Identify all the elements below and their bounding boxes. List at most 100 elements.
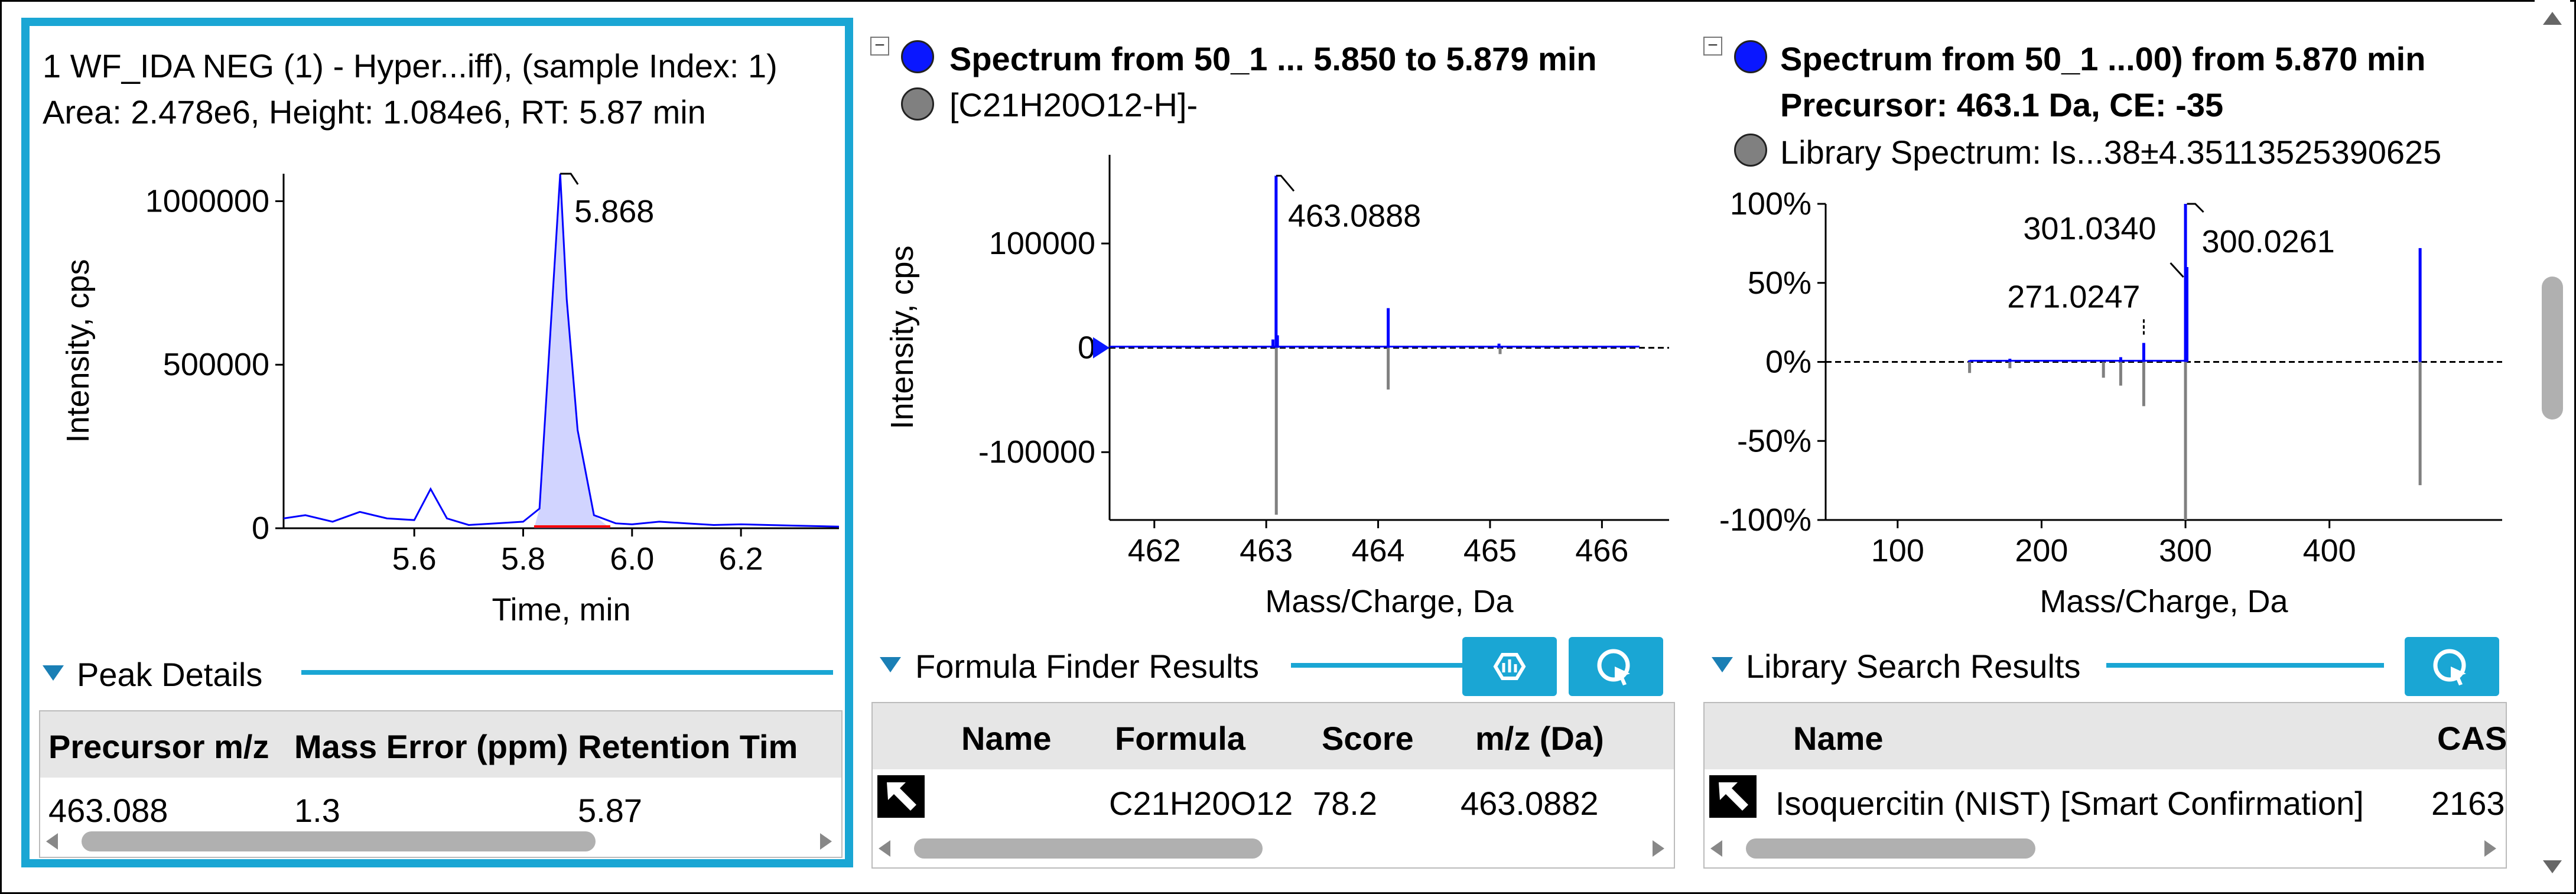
xic-title: 1 WF_IDA NEG (1) - Hyper...iff), (sample… <box>43 47 778 84</box>
formula-options-button[interactable] <box>1462 637 1557 696</box>
collapse-triangle-icon[interactable] <box>43 665 64 681</box>
scroll-right-icon[interactable] <box>2484 840 2496 857</box>
peak-label: 5.868 <box>574 194 654 229</box>
peak-area <box>534 174 610 528</box>
column-header[interactable]: Name <box>961 720 1052 757</box>
series-gray-dot-icon[interactable] <box>1734 134 1767 167</box>
table-header <box>1705 703 2506 769</box>
y-tick-label: 500000 <box>163 347 269 382</box>
y-axis-label: Intensity, cps <box>884 245 920 429</box>
section-divider <box>1291 663 1474 668</box>
y-axis-label: Intensity, cps <box>60 259 96 443</box>
x-axis-label: Time, min <box>492 592 630 628</box>
column-header[interactable]: Precursor m/z <box>48 728 269 765</box>
collapse-icon[interactable]: − <box>1703 37 1722 56</box>
section-divider <box>2106 663 2384 668</box>
series-blue-dot-icon[interactable] <box>1734 40 1767 73</box>
y-tick-label: 0 <box>1078 330 1095 366</box>
series-gray-dot-icon[interactable] <box>901 87 934 121</box>
table-cell[interactable]: 5.87 <box>578 792 642 829</box>
formula-search-button[interactable] <box>1569 637 1663 696</box>
peak-label: 300.0261 <box>2202 224 2335 259</box>
section-title-library-search: Library Search Results <box>1746 648 2081 685</box>
column-header[interactable]: Retention Tim <box>578 728 798 765</box>
xic-chart[interactable]: 5.6 5.8 6.0 6.2 0 500000 1000000 Time, min Inten… <box>30 26 845 676</box>
peak-label-leader <box>2187 203 2204 213</box>
vertical-scrollbar[interactable] <box>2535 0 2570 890</box>
column-header[interactable]: Formula <box>1115 720 1245 757</box>
scrollbar-thumb[interactable] <box>82 831 596 851</box>
y-tick-label: -50% <box>1737 423 1811 459</box>
precursor-info: Precursor: 463.1 Da, CE: -35 <box>1780 86 2224 123</box>
xic-trace <box>283 173 840 528</box>
column-header[interactable]: Mass Error (ppm) <box>294 728 568 765</box>
peak-label: 301.0340 <box>2023 211 2156 246</box>
scroll-right-icon[interactable] <box>820 833 832 850</box>
row-select-arrow-icon[interactable] <box>877 775 925 818</box>
spectrum-icon <box>1493 653 1526 680</box>
x-tick-label: 5.6 <box>392 541 437 577</box>
y-tick-label: 100% <box>1730 186 1811 222</box>
x-tick-label: 463 <box>1240 533 1293 568</box>
library-search-table[interactable]: Name CAS Isoquercitin (NIST) [Smart Conf… <box>1703 702 2507 869</box>
y-tick-label: -100% <box>1719 502 1811 538</box>
formula-finder-table[interactable]: Name Formula Score m/z (Da) C21H20O12 78… <box>871 702 1675 869</box>
x-tick-label: 300 <box>2159 533 2212 568</box>
scroll-right-icon[interactable] <box>1653 840 1664 857</box>
collapse-icon[interactable]: − <box>870 37 889 56</box>
search-icon <box>1597 649 1630 685</box>
y-tick-label: 100000 <box>989 226 1095 261</box>
column-header[interactable]: Name <box>1793 720 1884 757</box>
peak-details-table[interactable]: Precursor m/z Mass Error (ppm) Retention… <box>39 710 843 858</box>
library-spectrum-chart[interactable]: 100 200 300 400 100% 50% 0% -50% -100% Mass/Charg… <box>1699 0 2526 650</box>
scrollbar-thumb[interactable] <box>1746 838 2035 859</box>
column-header[interactable]: Score <box>1322 720 1414 757</box>
section-title-formula-finder: Formula Finder Results <box>915 648 1259 685</box>
table-cell[interactable]: C21H20O12 <box>1109 785 1293 822</box>
spectrum-chart[interactable]: 462 463 464 465 466 100000 0 -100000 Mass/Charge… <box>866 0 1690 650</box>
table-cell[interactable]: 463.088 <box>48 792 168 829</box>
y-tick-label: -100000 <box>978 434 1095 470</box>
table-cell[interactable]: 2163 <box>2431 785 2505 822</box>
scroll-left-icon[interactable] <box>1710 840 1722 857</box>
table-cell[interactable]: Isoquercitin (NIST) [Smart Confirmation] <box>1775 785 2364 822</box>
xic-panel[interactable]: 1 WF_IDA NEG (1) - Hyper...iff), (sample… <box>21 18 853 867</box>
peak-label: 463.0888 <box>1288 198 1421 233</box>
y-tick-label: 50% <box>1748 265 1811 301</box>
x-tick-label: 6.2 <box>719 541 763 577</box>
scrollbar-thumb[interactable] <box>914 838 1263 859</box>
x-tick-label: 100 <box>1871 533 1924 568</box>
table-header <box>40 711 841 778</box>
spectrum-title: Spectrum from 50_1 ... 5.850 to 5.879 mi… <box>949 40 1597 77</box>
scroll-up-icon[interactable] <box>2543 12 2562 25</box>
x-tick-label: 464 <box>1352 533 1405 568</box>
table-cell[interactable]: 1.3 <box>294 792 340 829</box>
series-blue-dot-icon[interactable] <box>901 40 934 73</box>
library-legend: Library Spectrum: Is...38±4.351135253906… <box>1780 134 2442 171</box>
spectrum-panel[interactable]: − Spectrum from 50_1 ... 5.850 to 5.879 … <box>866 0 1690 890</box>
x-tick-label: 465 <box>1463 533 1517 568</box>
horizontal-scrollbar[interactable] <box>46 830 832 853</box>
horizontal-scrollbar[interactable] <box>879 837 1664 860</box>
collapse-triangle-icon[interactable] <box>1712 657 1733 672</box>
x-tick-label: 400 <box>2303 533 2356 568</box>
collapse-triangle-icon[interactable] <box>880 657 901 672</box>
library-spectrum-panel[interactable]: − Spectrum from 50_1 ...00) from 5.870 m… <box>1699 0 2526 890</box>
row-select-arrow-icon[interactable] <box>1709 775 1757 818</box>
scroll-left-icon[interactable] <box>879 840 890 857</box>
y-tick-label: 0% <box>1765 344 1811 380</box>
x-tick-label: 466 <box>1575 533 1628 568</box>
scroll-left-icon[interactable] <box>46 833 58 850</box>
x-tick-label: 5.8 <box>501 541 545 577</box>
zero-marker-arrow-icon <box>1093 337 1110 359</box>
column-header[interactable]: m/z (Da) <box>1475 720 1604 757</box>
horizontal-scrollbar[interactable] <box>1710 837 2496 860</box>
column-header[interactable]: CAS <box>2437 720 2507 757</box>
scroll-down-icon[interactable] <box>2543 860 2562 873</box>
peak-label-leader <box>1276 174 1295 192</box>
library-search-button[interactable] <box>2405 637 2499 696</box>
scrollbar-thumb[interactable] <box>2542 277 2563 420</box>
table-cell[interactable]: 78.2 <box>1313 785 1377 822</box>
table-cell[interactable]: 463.0882 <box>1461 785 1599 822</box>
peak-label-leader <box>2170 262 2184 278</box>
